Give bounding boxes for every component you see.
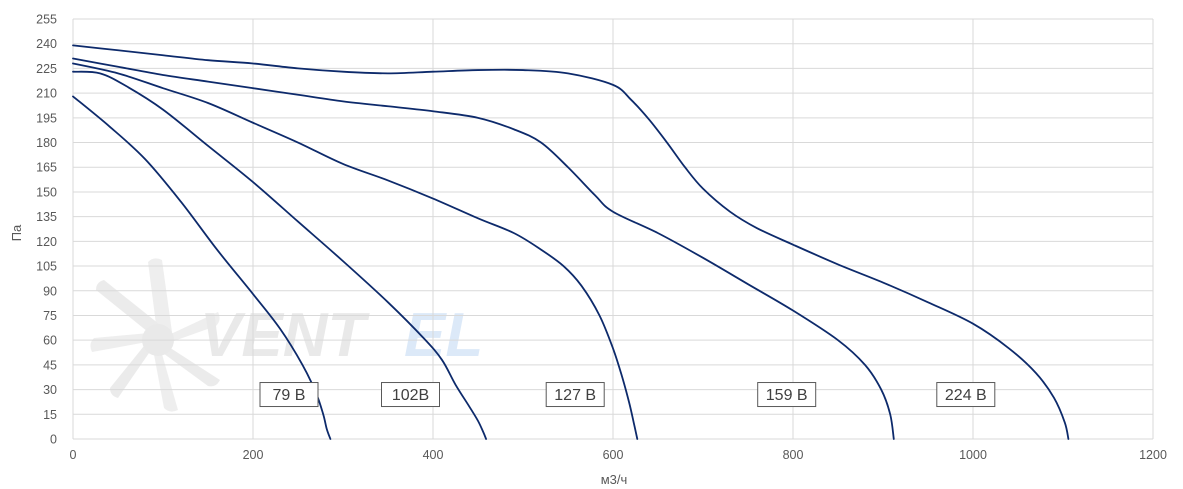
curve-label: 127 В	[545, 382, 605, 408]
x-tick-label: 800	[783, 448, 804, 462]
y-tick-label: 105	[36, 260, 57, 274]
curve-label-text: 159 В	[766, 387, 808, 404]
y-tick-label: 180	[36, 136, 57, 150]
y-tick-label: 90	[43, 284, 57, 298]
curve-line	[72, 44, 1070, 440]
y-tick-label: 240	[36, 37, 57, 51]
curve-label-box	[757, 382, 817, 408]
y-tick-label: 165	[36, 161, 57, 175]
curve-label-text: 102В	[392, 387, 429, 404]
x-axis-ticks: 0 200 400 600 800 1000 1200	[70, 448, 1167, 462]
curve-line	[72, 95, 332, 440]
curve-labels: 79 В 102В 127 В 159 В 224 В	[259, 382, 996, 408]
y-tick-label: 225	[36, 62, 57, 76]
y-axis-ticks: 0 15 30 45 60 75 90 105 120 135 150 165 180 195 210 225…	[36, 13, 57, 447]
y-tick-label: 45	[43, 358, 57, 372]
y-tick-label: 135	[36, 210, 57, 224]
y-tick-label: 210	[36, 87, 57, 101]
y-tick-label: 150	[36, 185, 57, 199]
curve-label-text: 224 В	[945, 387, 987, 404]
y-axis-title: Па	[9, 224, 24, 241]
x-tick-label: 1200	[1139, 448, 1167, 462]
y-tick-label: 15	[43, 408, 57, 422]
curve-line	[72, 70, 487, 440]
curve-line	[72, 62, 639, 440]
grid	[72, 18, 1154, 440]
ventel-watermark-logo: VENT EL	[90, 258, 483, 412]
x-tick-label: 400	[423, 448, 444, 462]
y-tick-label: 75	[43, 309, 57, 323]
y-tick-label: 0	[50, 433, 57, 447]
x-tick-label: 200	[243, 448, 264, 462]
y-tick-label: 120	[36, 235, 57, 249]
x-tick-label: 600	[603, 448, 624, 462]
curve-label: 159 В	[757, 382, 817, 408]
x-axis-title: м3/ч	[601, 472, 628, 487]
curve-label-text: 127 В	[554, 387, 596, 404]
x-tick-label: 1000	[959, 448, 987, 462]
curve-line	[72, 57, 895, 440]
curve-label-text: 79 В	[273, 387, 306, 404]
curve-label-box	[936, 382, 996, 408]
curves	[72, 44, 1070, 440]
y-tick-label: 195	[36, 111, 57, 125]
svg-text:EL: EL	[404, 301, 483, 370]
y-tick-label: 60	[43, 334, 57, 348]
y-tick-label: 255	[36, 13, 57, 27]
curve-label: 79 В	[259, 382, 319, 408]
curve-label-box	[381, 382, 440, 408]
curve-label-box	[259, 382, 319, 408]
curve-label: 224 В	[936, 382, 996, 408]
curve-label: 102В	[381, 382, 440, 408]
y-tick-label: 30	[43, 383, 57, 397]
x-tick-label: 0	[70, 448, 77, 462]
curve-label-box	[545, 382, 605, 408]
